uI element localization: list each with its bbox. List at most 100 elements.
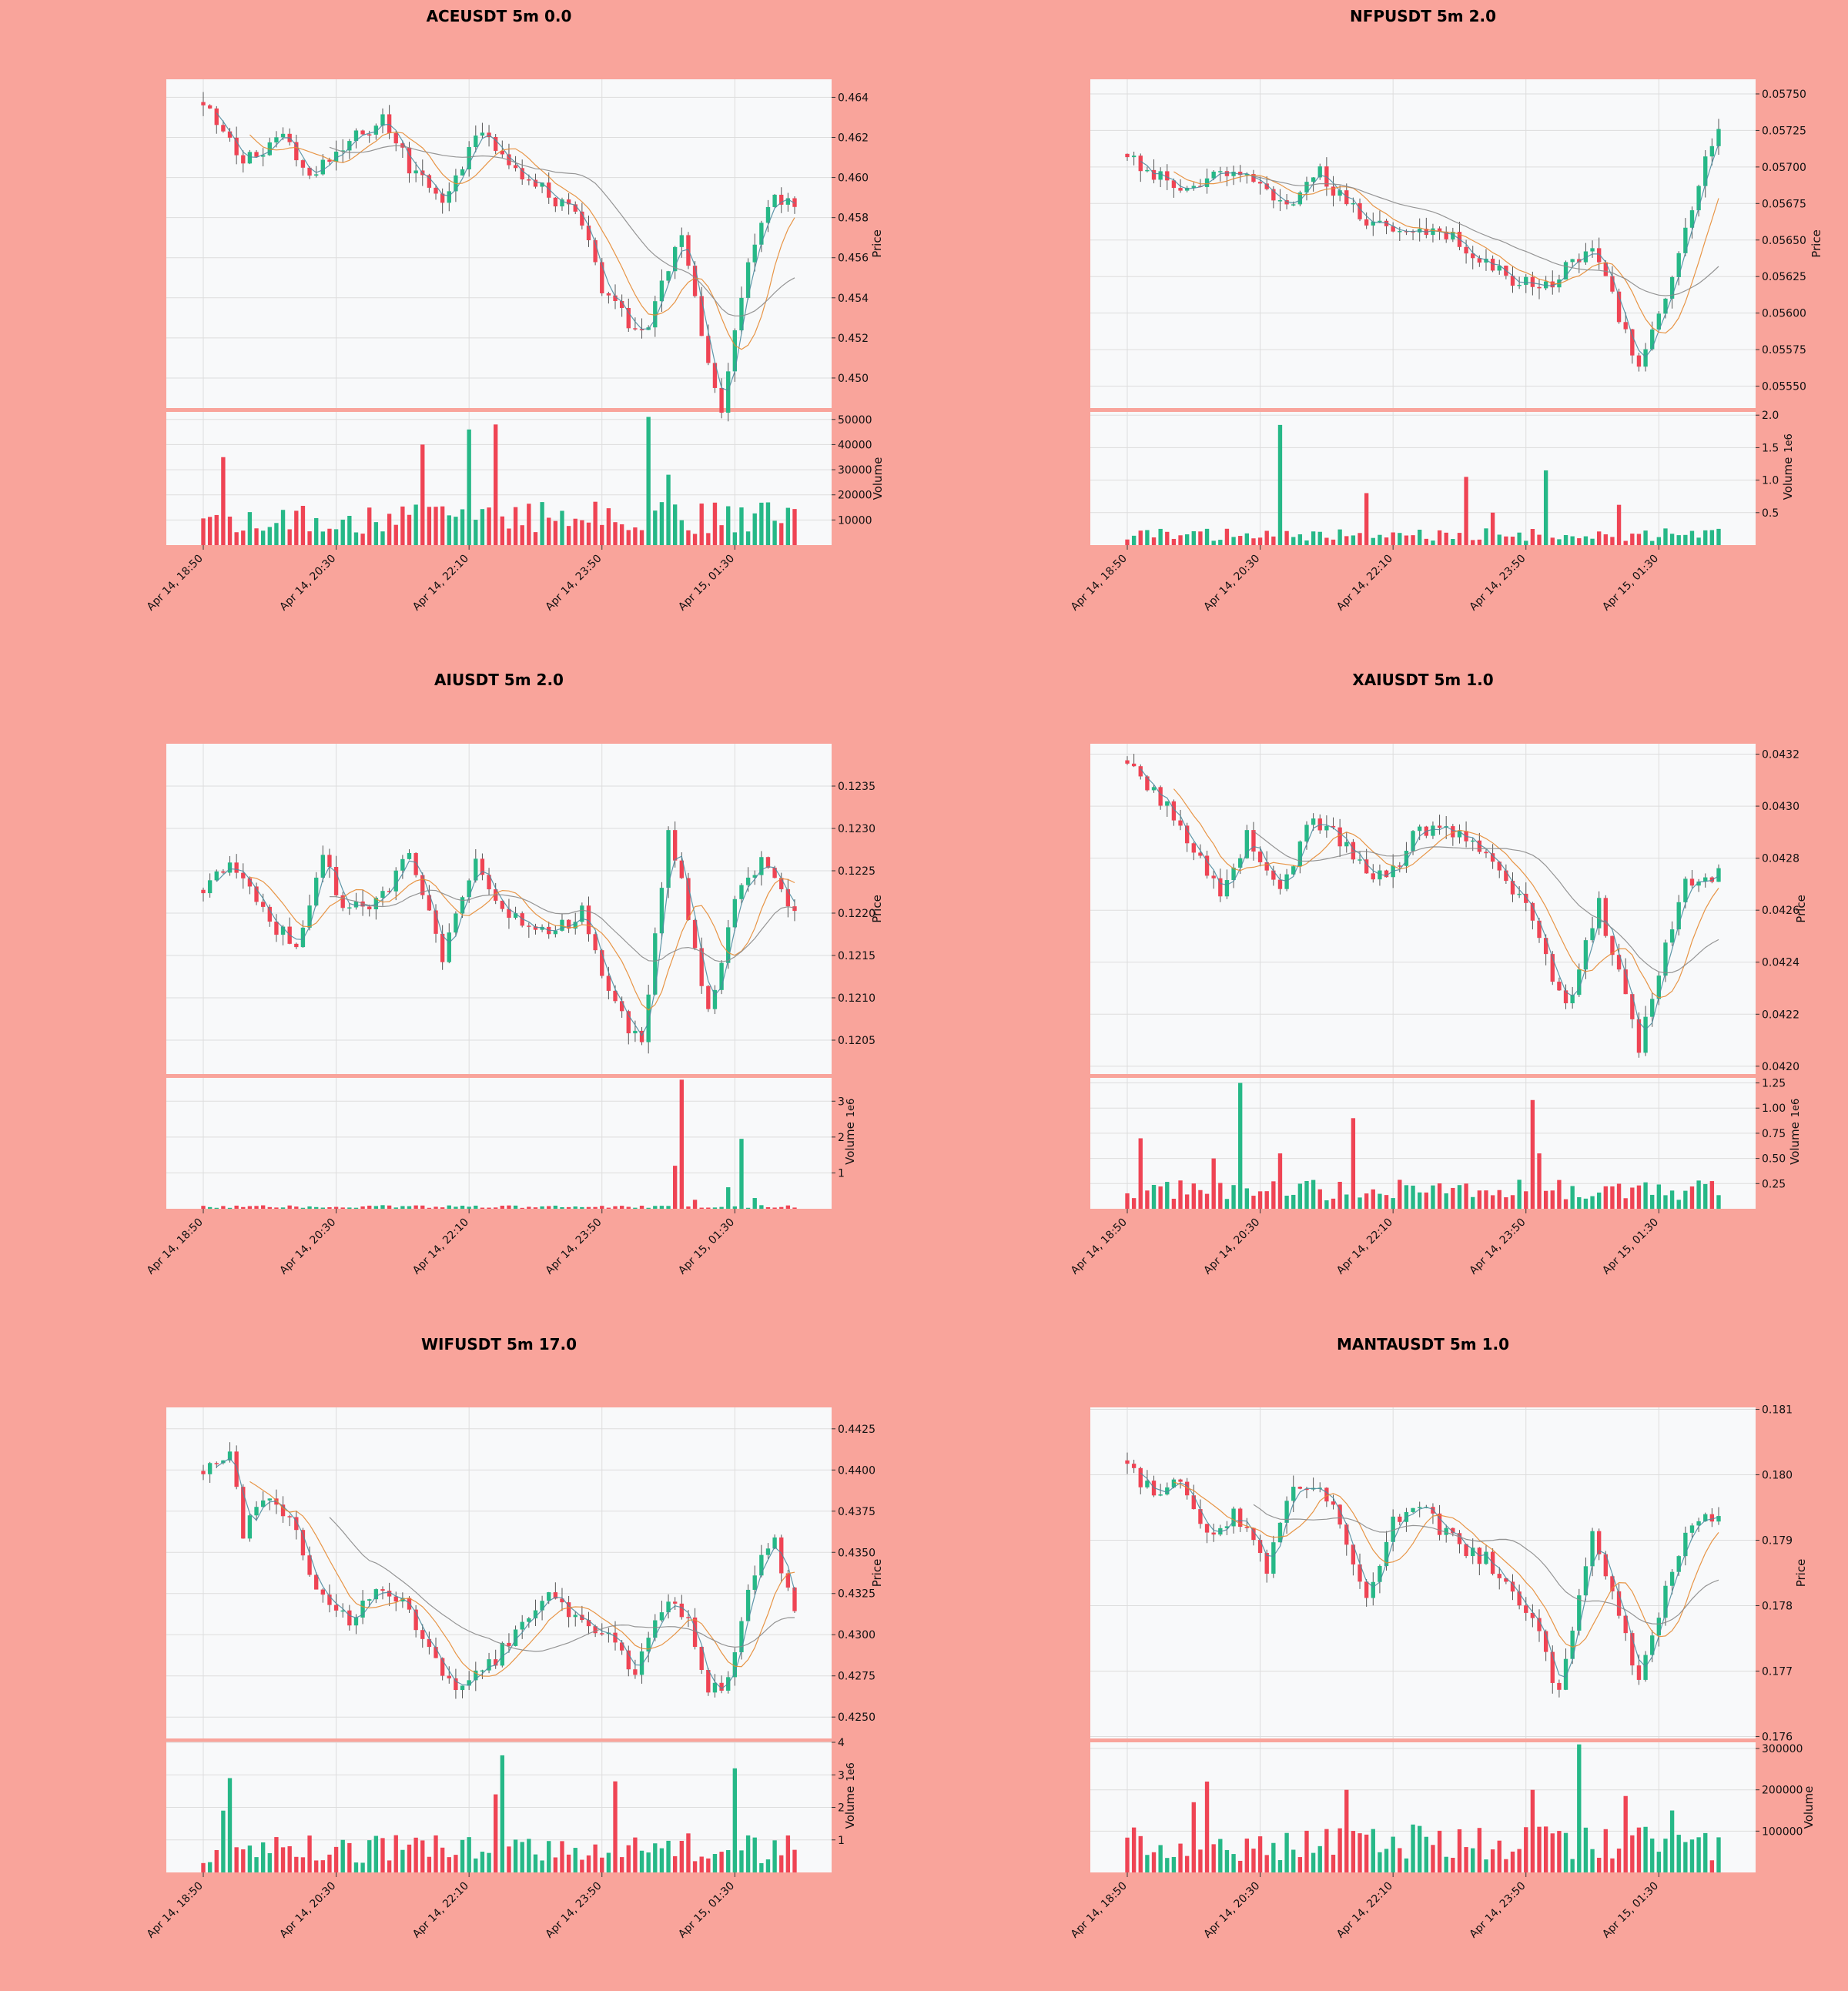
volume-bar xyxy=(1490,512,1495,545)
volume-bar xyxy=(494,1794,498,1872)
candle-body xyxy=(1590,1531,1595,1567)
volume-bar xyxy=(1317,531,1322,545)
volume-bar xyxy=(553,1205,558,1209)
candle-body xyxy=(1291,204,1296,206)
volume-bar xyxy=(1650,1839,1655,1872)
volume-bar xyxy=(413,504,418,545)
candle-body xyxy=(513,1629,518,1646)
candle-body xyxy=(1656,1618,1662,1636)
volume-bar xyxy=(247,1845,253,1872)
volume-bar xyxy=(201,1206,206,1209)
volume-bar xyxy=(360,534,365,545)
price-tick-label: 0.4250 xyxy=(838,1712,875,1724)
candle-body xyxy=(1603,898,1608,936)
volume-bar xyxy=(287,1845,292,1872)
candle-body xyxy=(1257,1540,1263,1554)
candle-body xyxy=(1204,1524,1210,1533)
volume-bar xyxy=(1231,1185,1236,1209)
candle-body xyxy=(314,174,319,176)
volume-bar xyxy=(712,1207,718,1209)
candle-body xyxy=(1364,219,1369,226)
volume-bar xyxy=(1696,1837,1701,1872)
candle-body xyxy=(1517,1591,1522,1606)
volume-bar xyxy=(639,1850,644,1872)
x-tick-label: Apr 14, 22:10 xyxy=(410,1880,471,1941)
volume-bar xyxy=(1317,1189,1322,1209)
volume-bar xyxy=(347,1207,352,1209)
candle-body xyxy=(666,271,671,281)
volume-bar xyxy=(1603,1186,1608,1209)
candle-body xyxy=(1331,1501,1336,1505)
volume-bar xyxy=(1251,538,1256,545)
volume-bar xyxy=(307,1835,312,1872)
candle-body xyxy=(765,206,771,223)
volume-bar xyxy=(759,1205,764,1209)
candle-body xyxy=(1158,1494,1163,1496)
candle-body xyxy=(274,137,279,142)
candle-body xyxy=(639,329,644,331)
price-tick-label: 0.4275 xyxy=(838,1671,875,1683)
volume-bar xyxy=(619,524,624,545)
candle-body xyxy=(507,908,511,918)
candle-body xyxy=(440,1658,445,1676)
candle-body xyxy=(1291,1487,1296,1501)
candle-body xyxy=(1596,1531,1602,1554)
volume-bar xyxy=(1510,1195,1515,1209)
volume-bar xyxy=(1311,1180,1316,1209)
volume-bar xyxy=(1351,535,1356,545)
candle-body xyxy=(241,1487,246,1539)
candle-body xyxy=(387,114,392,133)
volume-bar xyxy=(573,518,578,545)
price-axis-label: Price xyxy=(870,1559,884,1588)
x-tick-label: Apr 14, 18:50 xyxy=(145,1880,206,1941)
volume-bar xyxy=(1277,1859,1283,1872)
candle-body xyxy=(1284,200,1289,205)
candle-body xyxy=(1165,1487,1170,1495)
volume-bar xyxy=(267,527,272,545)
moving-average-line xyxy=(216,112,795,392)
volume-bar xyxy=(1191,530,1196,545)
volume-bar xyxy=(1656,1852,1662,1872)
volume-bar xyxy=(772,520,777,545)
candle-body xyxy=(719,1682,724,1691)
candle-body xyxy=(1630,1633,1635,1666)
candle-body xyxy=(1669,929,1675,943)
volume-bar xyxy=(633,1207,638,1209)
candle-body xyxy=(307,167,312,176)
volume-bar xyxy=(427,1207,432,1209)
candle-body xyxy=(1709,877,1715,882)
volume-bar xyxy=(1238,536,1243,545)
moving-average-line xyxy=(1140,768,1719,1031)
price-tick-label: 0.0420 xyxy=(1762,1061,1799,1073)
volume-bar xyxy=(1398,1180,1402,1209)
price-tick-label: 0.0428 xyxy=(1762,853,1799,865)
volume-bar xyxy=(353,532,359,545)
chart-title: ACEUSDT 5m 0.0 xyxy=(427,7,572,25)
price-tick-label: 0.460 xyxy=(838,172,869,185)
candle-body xyxy=(626,1011,631,1034)
candle-body xyxy=(320,159,326,175)
candle-body xyxy=(1669,276,1675,299)
moving-average-line xyxy=(249,1481,795,1677)
price-tick-label: 0.180 xyxy=(1762,1470,1793,1482)
volume-bar xyxy=(221,457,226,545)
volume-bar xyxy=(1683,1842,1688,1872)
candle-body xyxy=(706,985,711,1009)
volume-bar xyxy=(533,532,538,545)
moving-average-line xyxy=(329,145,795,317)
volume-bar xyxy=(1371,537,1375,545)
price-axis-label: Price xyxy=(1794,1559,1808,1588)
candle-body xyxy=(1689,1525,1695,1533)
candle-body xyxy=(434,1647,438,1658)
volume-bar xyxy=(1297,1183,1303,1209)
volume-bar xyxy=(467,1206,471,1209)
candle-body xyxy=(1378,220,1382,223)
price-tick-label: 0.4350 xyxy=(838,1547,875,1559)
volume-bar xyxy=(1504,1197,1508,1209)
candle-body xyxy=(260,1500,266,1507)
volume-bar xyxy=(1351,1118,1356,1209)
candle-body xyxy=(267,1498,272,1501)
candle-body xyxy=(639,1651,644,1675)
volume-bar xyxy=(480,1207,485,1209)
candle-body xyxy=(726,927,731,963)
